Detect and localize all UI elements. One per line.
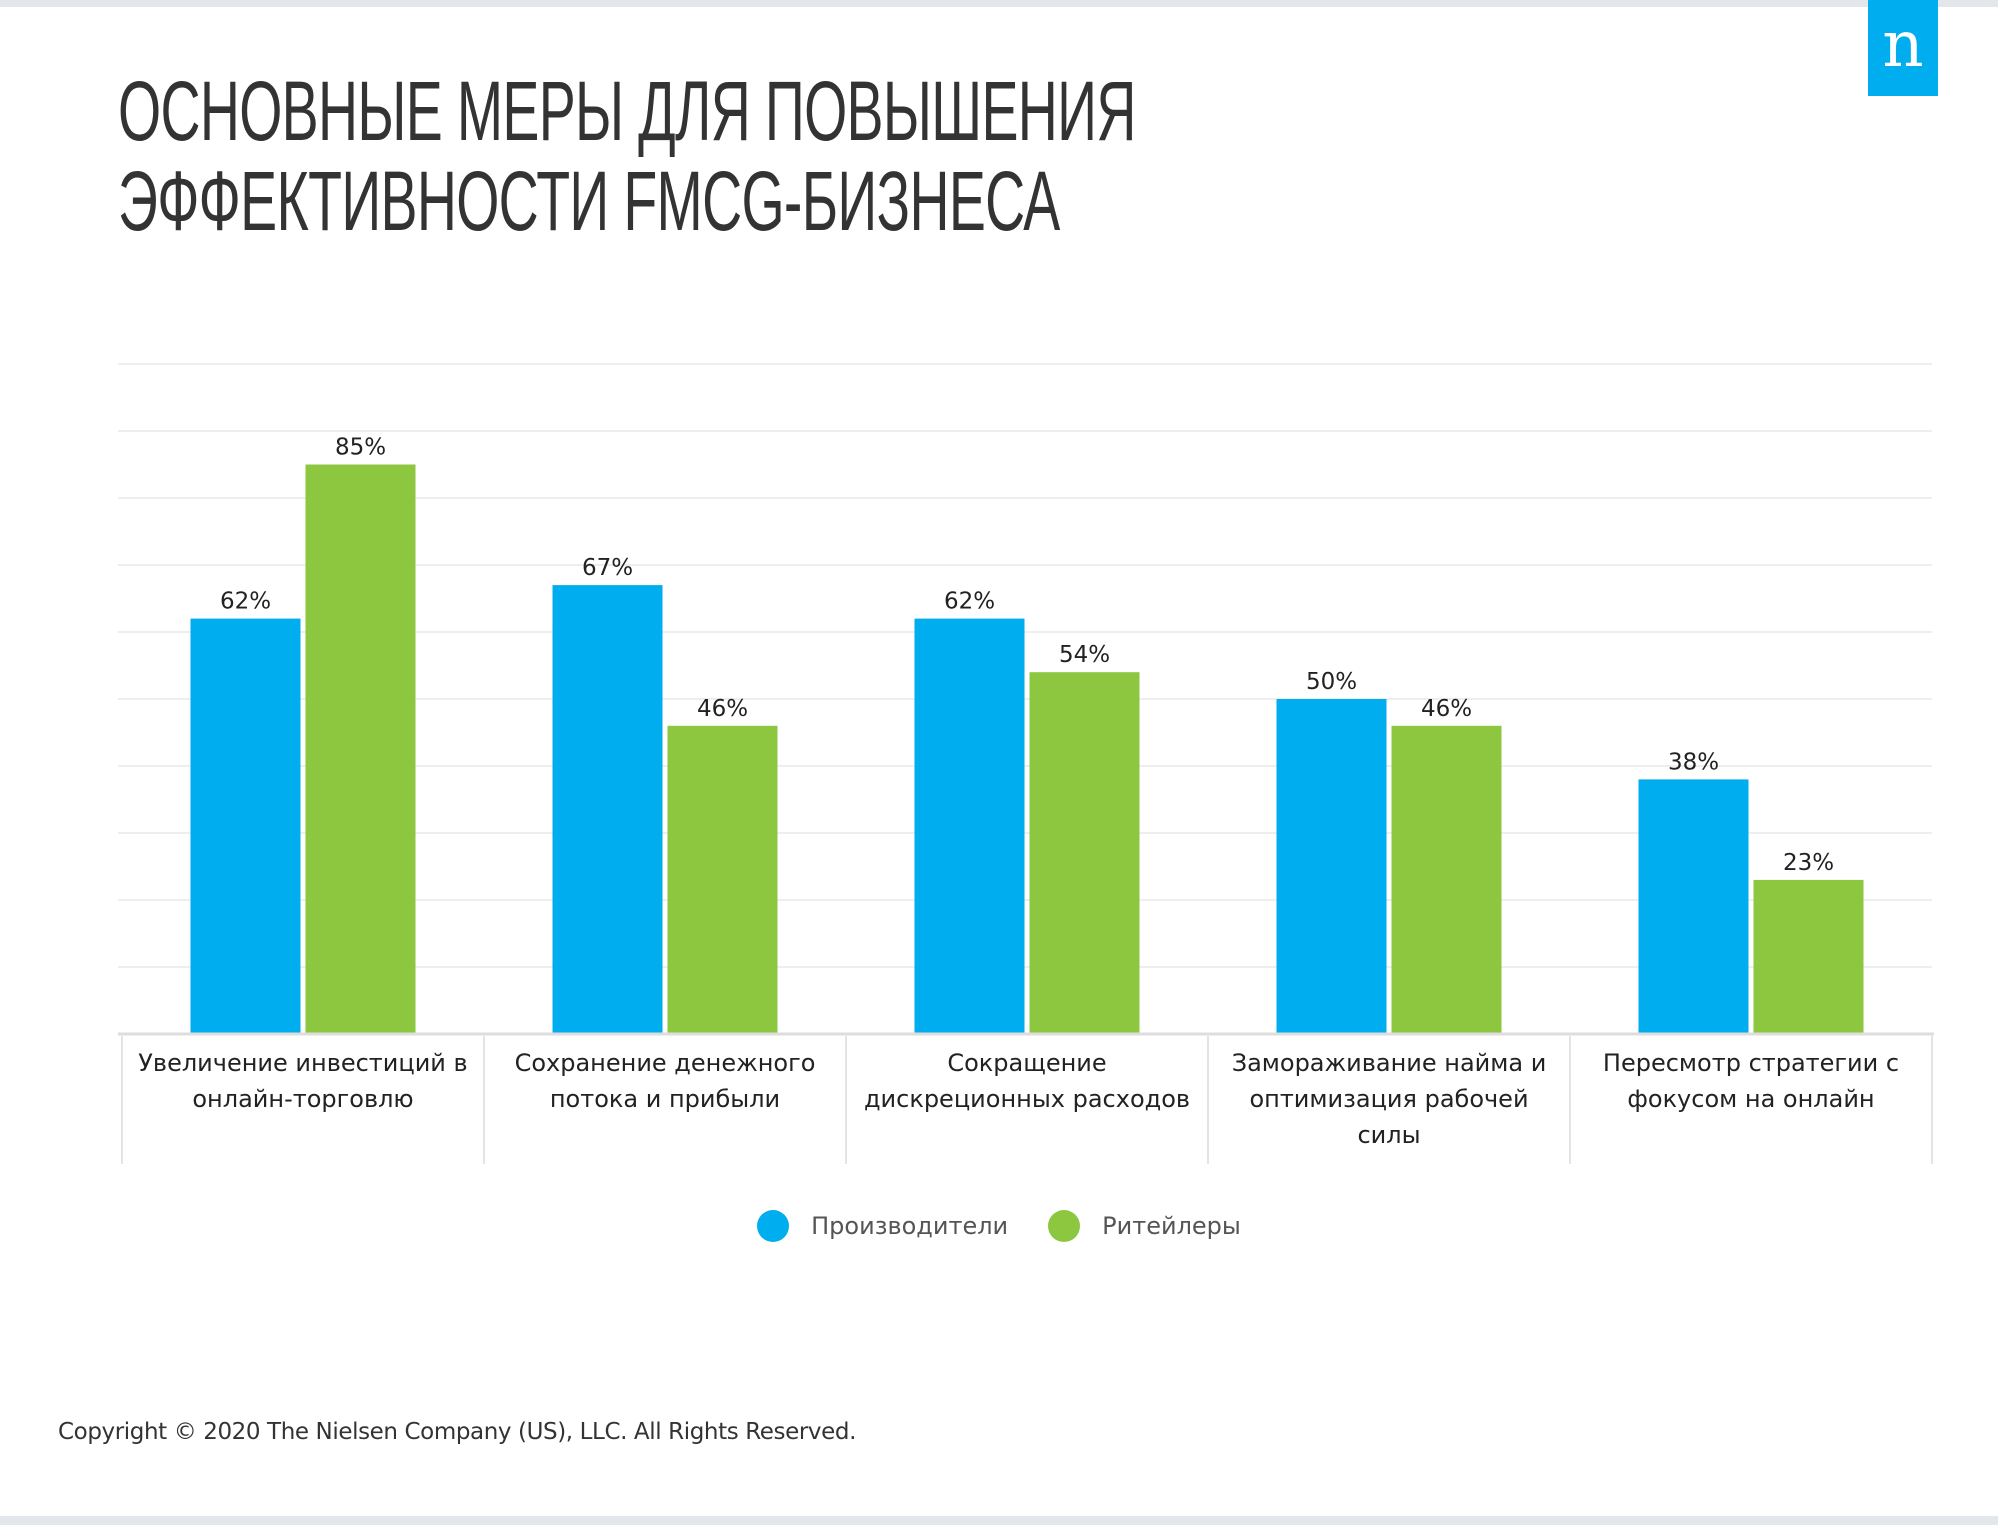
- value-label: 46%: [1421, 696, 1472, 722]
- category-label: Сохранение денежного потока и прибыли: [514, 1049, 816, 1113]
- legend-dot-manufacturers: [757, 1210, 790, 1242]
- copyright-text: Copyright © 2020 The Nielsen Company (US…: [58, 1419, 856, 1445]
- value-label: 50%: [1306, 669, 1357, 695]
- legend-label-retailers: Ритейлеры: [1102, 1212, 1241, 1240]
- legend-item-manufacturers: Производители: [757, 1210, 1008, 1242]
- bar-retailers: [1391, 725, 1502, 1034]
- bar-manufacturers: [1638, 779, 1749, 1034]
- page-title: ОСНОВНЫЕ МЕРЫ ДЛЯ ПОВЫШЕНИЯ ЭФФЕКТИВНОСТ…: [118, 66, 1136, 246]
- category-label: Увеличение инвестиций в онлайн-торговлю: [138, 1049, 468, 1113]
- bar-retailers: [667, 725, 778, 1034]
- value-label: 62%: [944, 589, 995, 615]
- value-label: 67%: [582, 555, 633, 581]
- top-border-band: [0, 0, 1998, 7]
- value-label: 85%: [335, 435, 386, 461]
- category-label: Замораживание найма и оптимизация рабоче…: [1231, 1049, 1547, 1149]
- bars: [190, 464, 1864, 1034]
- bar-manufacturers: [552, 585, 663, 1034]
- value-label: 46%: [697, 696, 748, 722]
- value-label: 38%: [1668, 749, 1719, 775]
- title-line-1: ОСНОВНЫЕ МЕРЫ ДЛЯ ПОВЫШЕНИЯ: [118, 64, 1136, 158]
- legend-dot-retailers: [1048, 1210, 1081, 1242]
- value-label: 62%: [220, 589, 271, 615]
- legend-label-manufacturers: Производители: [811, 1212, 1009, 1240]
- title-line-2: ЭФФЕКТИВНОСТИ FMCG-БИЗНЕСА: [118, 154, 1060, 248]
- category-label: Пересмотр стратегии с фокусом на онлайн: [1602, 1049, 1900, 1113]
- bar-manufacturers: [190, 618, 301, 1034]
- x-axis: [118, 1032, 1934, 1164]
- gridlines: [118, 363, 1932, 968]
- category-label: Сокращение дискреционных расходов: [863, 1049, 1191, 1113]
- bar-manufacturers: [914, 618, 1025, 1034]
- bar-retailers: [1753, 879, 1864, 1034]
- bar-manufacturers: [1276, 699, 1387, 1034]
- bottom-border-band: [0, 1516, 1998, 1525]
- nielsen-logo-letter: n: [1882, 8, 1924, 82]
- nielsen-logo: n: [1868, 0, 1938, 96]
- bar-retailers: [305, 464, 416, 1034]
- value-label: 23%: [1783, 850, 1834, 876]
- value-labels: 62% 85% 67% 46% 62% 54% 50% 46% 38% 23%: [220, 435, 1834, 876]
- legend: Производители Ритейлеры: [0, 1210, 1998, 1242]
- value-label: 54%: [1059, 642, 1110, 668]
- legend-item-retailers: Ритейлеры: [1048, 1210, 1241, 1242]
- bar-retailers: [1029, 672, 1140, 1034]
